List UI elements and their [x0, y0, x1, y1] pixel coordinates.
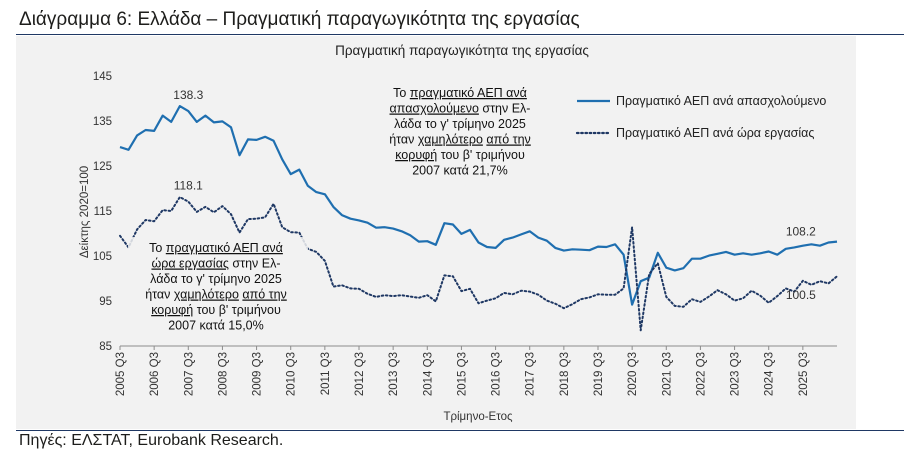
x-tick-label: 2007 Q3	[183, 352, 195, 396]
x-tick-label: 2006 Q3	[149, 352, 161, 396]
y-tick-label: 145	[93, 71, 112, 83]
annotation-line: ήταν χαμηλότερο από την	[389, 133, 531, 147]
x-tick-label: 2021 Q3	[661, 352, 673, 396]
annotation-text: του β' τριμήνου	[437, 148, 525, 162]
annotation-backdrop	[128, 237, 308, 337]
annotation-text: λάδα το γ' τρίμηνο 2025	[150, 272, 282, 286]
annotation-line: Το πραγματικό ΑΕΠ ανά	[393, 86, 527, 100]
x-tick-label: 2016 Q3	[491, 352, 503, 396]
y-tick-label: 85	[99, 341, 112, 353]
annotation-text: στην Ελ-	[229, 257, 281, 271]
annotations: Το πραγματικό ΑΕΠ ανά απασχολούμενο στην …	[128, 86, 531, 337]
annotation-per-hour: Το πραγματικό ΑΕΠ ανά ώρα εργασίας στην Ε…	[128, 237, 308, 337]
annotation-line: λάδα το γ' τρίμηνο 2025	[394, 117, 526, 131]
legend-entry: Πραγματικό ΑΕΠ ανά απασχολούμενο	[616, 94, 826, 108]
axes: 85 95 105 115 125 135 145 2005 Q3 2006 Q3 2007 Q3…	[93, 71, 837, 396]
x-tick-label: 2012 Q3	[354, 352, 366, 396]
annotation-underlined-text: πραγματικό ΑΕΠ ανά	[166, 241, 283, 255]
annotation-underlined-text: κορυφή	[151, 303, 193, 317]
x-tick-label: 2019 Q3	[593, 352, 605, 396]
x-tick-label: 2017 Q3	[525, 352, 537, 396]
annotation-text: στην Ελ-	[479, 102, 531, 116]
annotation-text: ήταν	[389, 133, 418, 147]
chart-panel	[16, 36, 856, 429]
chart-title: Πραγματική παραγωγικότητα της εργασίας	[335, 43, 589, 58]
annotation-underlined-text: από την	[486, 133, 530, 147]
y-tick-label: 125	[93, 161, 112, 173]
annotation-text: Το	[393, 86, 410, 100]
series-line-per-employee	[119, 104, 838, 306]
annotation-line: απασχολούμενο στην Ελ-	[390, 102, 531, 116]
bottom-rule	[16, 430, 904, 431]
annotation-text: 2007 κατά 15,0%	[168, 319, 264, 333]
annotation-line: 2007 κατά 21,7%	[412, 164, 508, 178]
x-tick-label: 2008 Q3	[217, 352, 229, 396]
annotation-underlined-text: πραγματικό ΑΕΠ ανά	[410, 86, 527, 100]
x-tick-label: 2010 Q3	[286, 352, 298, 396]
x-axis-label: Τρίμηνο-Ετος	[443, 411, 513, 423]
series-lines	[119, 104, 838, 332]
annotation-underlined-text: απασχολούμενο	[390, 102, 479, 116]
x-tick-label: 2013 Q3	[388, 352, 400, 396]
data-label: 108.2	[786, 225, 816, 239]
data-label: 100.5	[786, 288, 816, 302]
source-note: Πηγές: ΕΛΣΤΑΤ, Eurobank Research.	[19, 432, 284, 449]
annotation-line: κορυφή του β' τριμήνου	[151, 303, 281, 317]
annotation-underlined-text: από την	[242, 288, 286, 302]
x-tick-label: 2020 Q3	[627, 352, 639, 396]
top-rule	[16, 34, 904, 35]
annotation-underlined-text: κορυφή	[395, 148, 437, 162]
annotation-text: 2007 κατά 21,7%	[412, 164, 508, 178]
annotation-line: ώρα εργασίας στην Ελ-	[151, 257, 280, 271]
data-labels: 138.3 118.1 108.2 100.5	[173, 88, 816, 302]
x-tick-label: 2009 Q3	[252, 352, 264, 396]
x-tick-label: 2024 Q3	[764, 352, 776, 396]
legend: Πραγματικό ΑΕΠ ανά απασχολούμενο Πραγματι…	[575, 94, 826, 140]
y-tick-label: 95	[99, 296, 112, 308]
x-tick-label: 2014 Q3	[422, 352, 434, 396]
x-tick-label: 2005 Q3	[115, 352, 127, 396]
annotation-text: Το	[149, 241, 166, 255]
y-axis-label: Δείκτης 2020=100	[79, 166, 91, 258]
series-line-per-hour	[119, 196, 838, 332]
x-tick-label: 2011 Q3	[320, 352, 332, 395]
annotation-line: ήταν χαμηλότερο από την	[145, 288, 287, 302]
annotation-underlined-text: ώρα εργασίας	[151, 257, 228, 271]
annotation-text: ήταν	[145, 288, 174, 302]
x-tick-label: 2025 Q3	[798, 352, 810, 396]
y-tick-label: 115	[94, 206, 112, 218]
annotation-line: Το πραγματικό ΑΕΠ ανά	[149, 241, 283, 255]
x-tick-label: 2018 Q3	[559, 352, 571, 396]
page-heading: Διάγραμμα 6: Ελλάδα – Πραγματική παραγωγ…	[19, 9, 580, 30]
annotation-text: του β' τριμήνου	[193, 303, 281, 317]
annotation-line: κορυφή του β' τριμήνου	[395, 148, 525, 162]
y-tick-label: 105	[93, 251, 112, 263]
annotation-underlined-text: χαμηλότερο	[418, 133, 483, 147]
y-tick-label: 135	[93, 116, 112, 128]
data-label: 118.1	[174, 179, 203, 193]
x-tick-label: 2015 Q3	[456, 352, 468, 396]
x-tick-label: 2023 Q3	[730, 352, 742, 396]
annotation-line: λάδα το γ' τρίμηνο 2025	[150, 272, 282, 286]
annotation-line: 2007 κατά 15,0%	[168, 319, 264, 333]
data-label: 138.3	[173, 88, 203, 102]
annotation-underlined-text: χαμηλότερο	[174, 288, 239, 302]
legend-entry: Πραγματικό ΑΕΠ ανά ώρα εργασίας	[616, 126, 814, 140]
annotation-text: λάδα το γ' τρίμηνο 2025	[394, 117, 526, 131]
annotation-per-employee: Το πραγματικό ΑΕΠ ανά απασχολούμενο στην …	[389, 86, 531, 178]
x-tick-label: 2022 Q3	[695, 352, 707, 396]
